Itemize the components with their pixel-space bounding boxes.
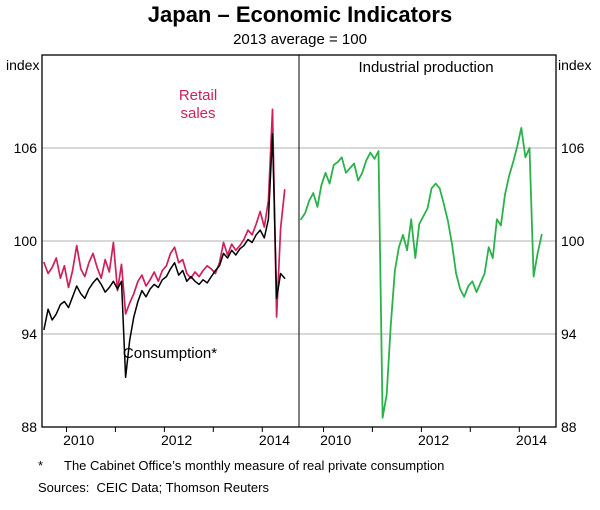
y-axis-tick-label-left: 100 <box>14 233 38 249</box>
y-axis-tick-label-right: 106 <box>561 140 585 156</box>
x-axis-tick-label: 2010 <box>63 432 94 448</box>
retail-sales-line <box>43 108 286 318</box>
retail-sales-label: Retail sales <box>178 87 218 123</box>
footnote: * The Cabinet Office’s monthly measure of… <box>38 458 586 473</box>
sources-line: Sources: CEIC Data; Thomson Reuters <box>38 480 269 495</box>
footnote-text: The Cabinet Office’s monthly measure of … <box>64 458 445 473</box>
industrial-production-line <box>300 127 543 419</box>
x-axis-tick-label: 2014 <box>259 432 290 448</box>
y-axis-unit-left: index <box>6 57 40 73</box>
y-axis-tick-label-left: 88 <box>21 419 37 435</box>
x-axis-tick-label: 2012 <box>418 432 449 448</box>
y-axis-unit-right: index <box>558 57 592 73</box>
x-axis-tick-label: 2010 <box>320 432 351 448</box>
y-axis-tick-label-right: 94 <box>561 326 577 342</box>
y-axis-tick-label-right: 88 <box>561 419 577 435</box>
y-axis-tick-label-left: 94 <box>21 326 37 342</box>
consumption-label: Consumption* <box>122 345 218 362</box>
chart-subtitle: 2013 average = 100 <box>233 31 367 48</box>
y-axis-tick-label-left: 106 <box>14 140 38 156</box>
industrial-production-label: Industrial production <box>358 59 494 76</box>
x-axis-tick-label: 2012 <box>161 432 192 448</box>
y-axis-tick-label-right: 100 <box>561 233 585 249</box>
footnote-marker: * <box>38 458 44 473</box>
consumption-line <box>43 133 286 379</box>
x-axis-tick-label: 2014 <box>516 432 547 448</box>
chart-title: Japan – Economic Indicators <box>147 2 453 27</box>
